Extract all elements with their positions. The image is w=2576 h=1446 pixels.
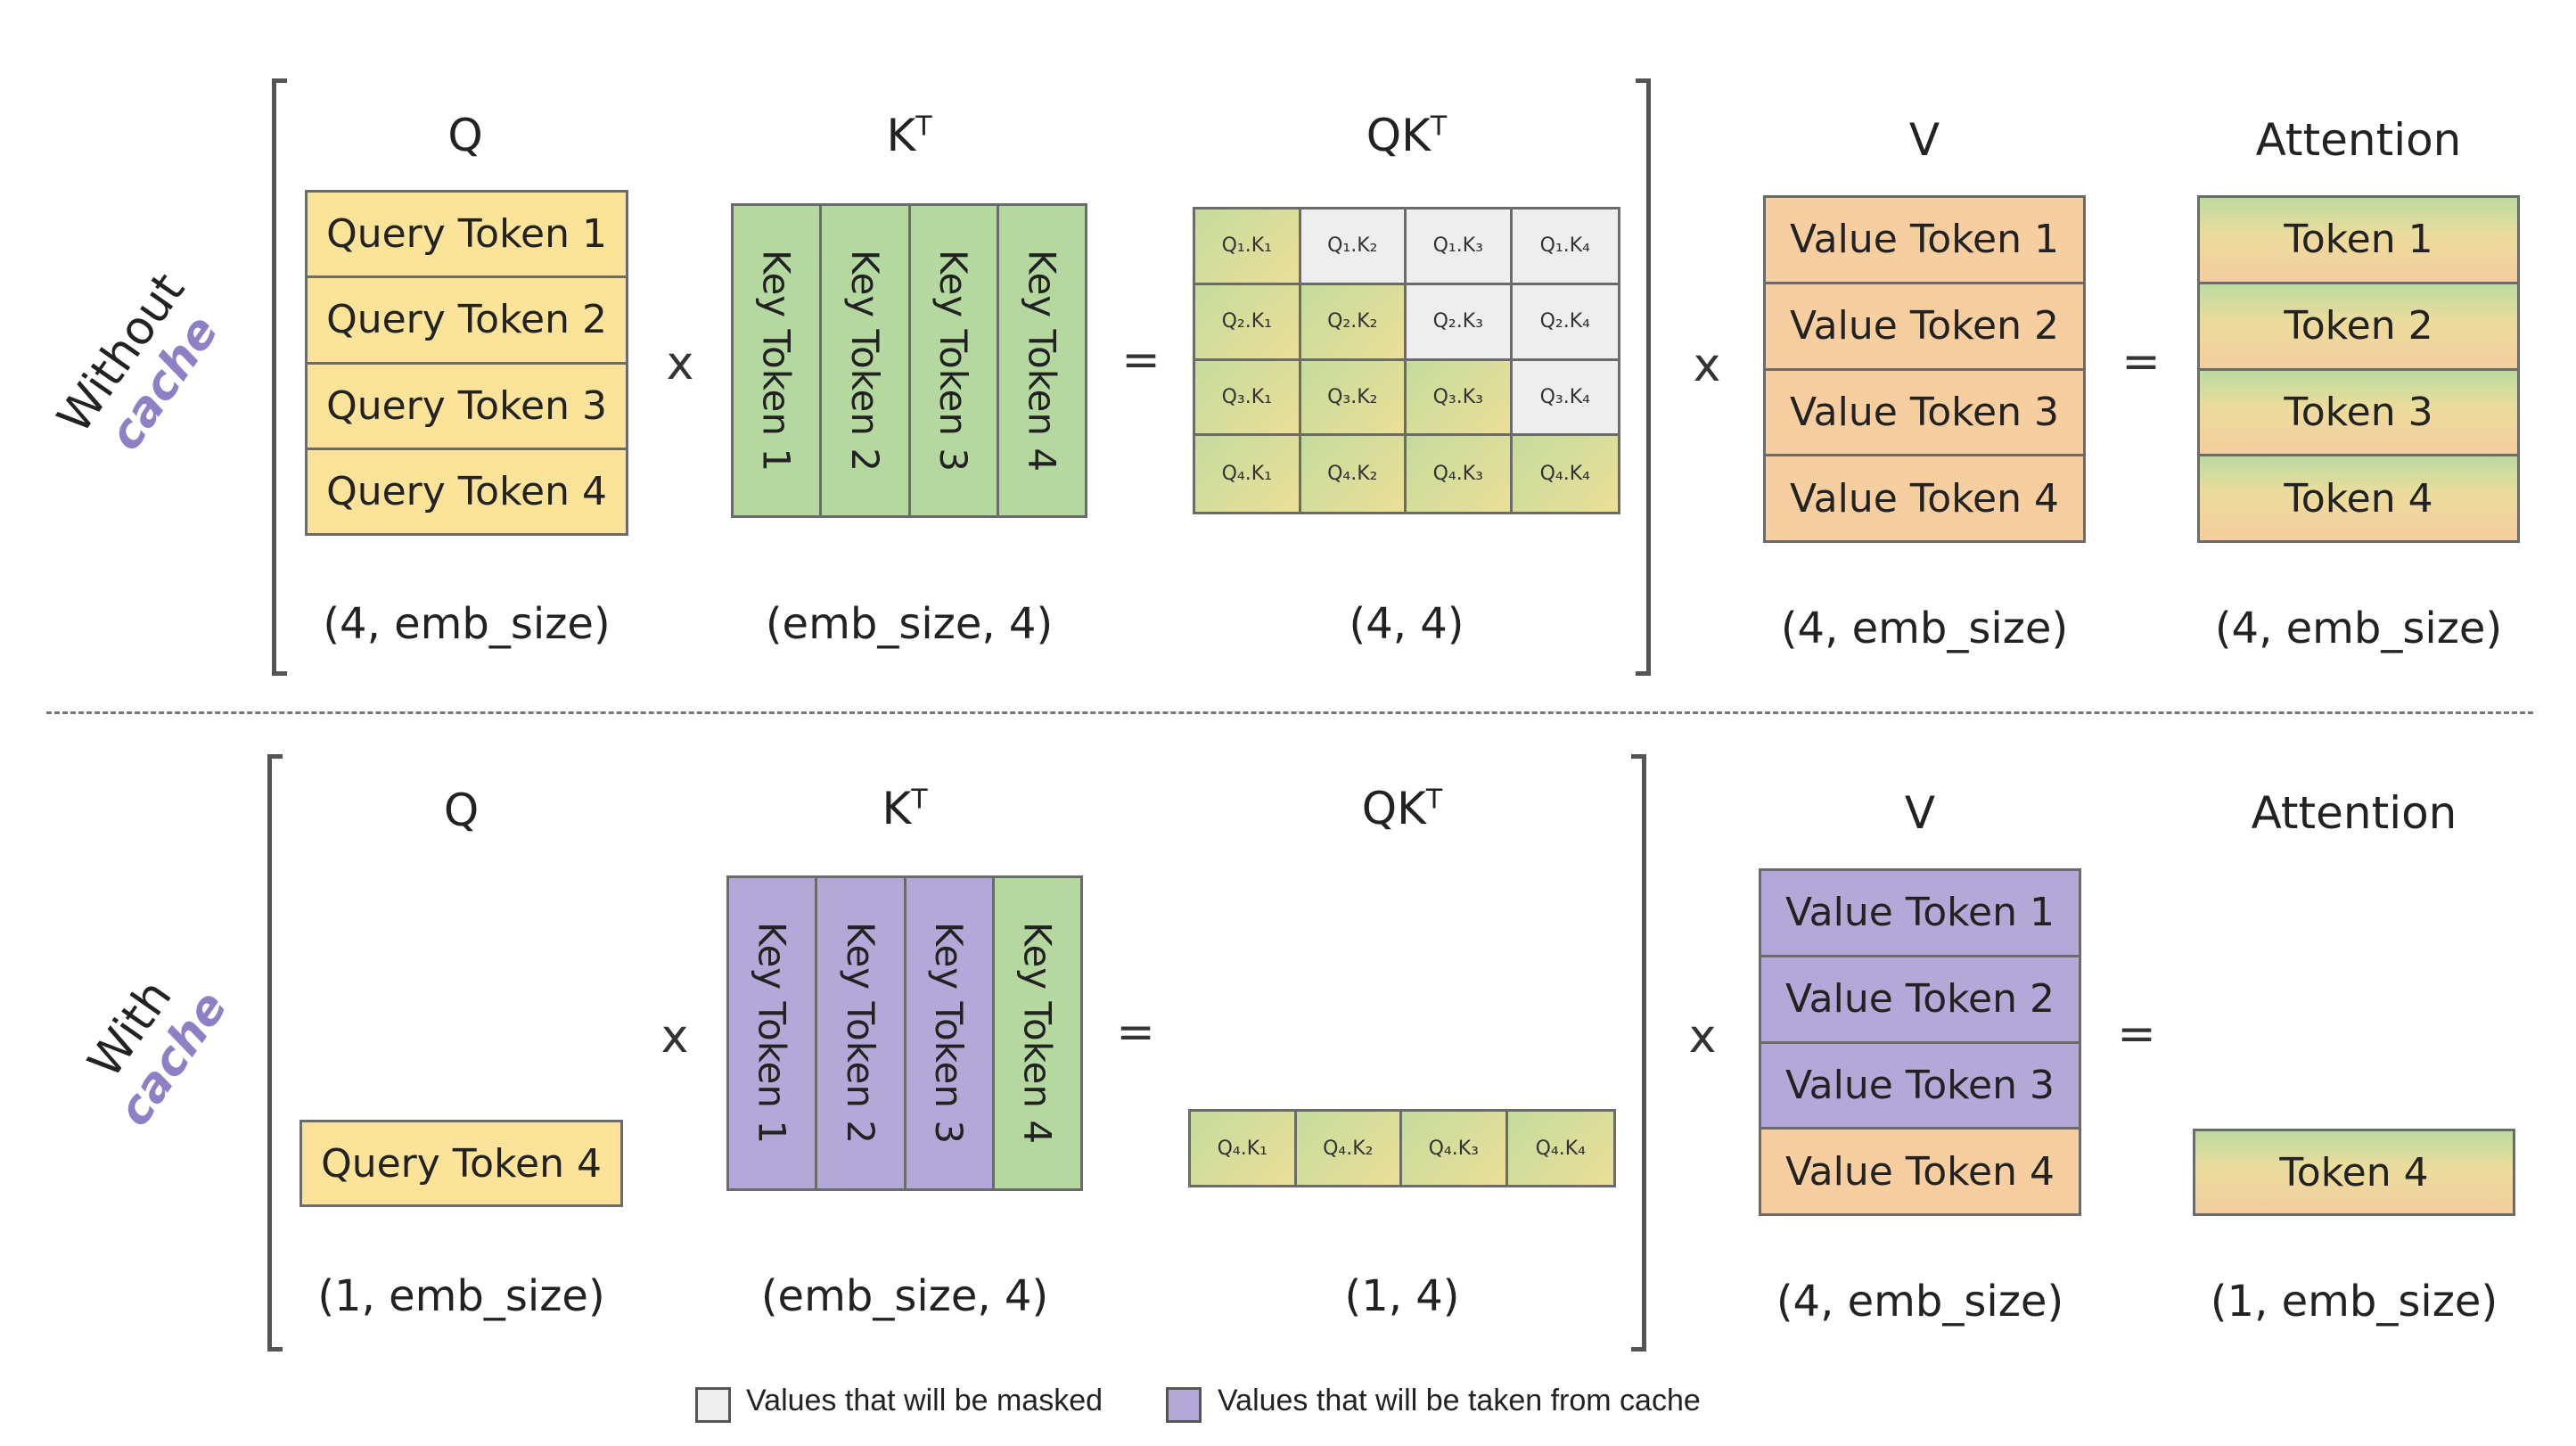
qkt-dim: (4, 4) <box>1349 599 1464 649</box>
attention-token: Token 4 <box>2195 1131 2513 1213</box>
q-label: Q <box>443 785 480 836</box>
v-label: V <box>1904 787 1936 839</box>
qk-cell-masked: Q₁.K₃ <box>1407 210 1513 285</box>
qk-cell: Q₄.K₃ <box>1407 436 1513 512</box>
with-cache-label: With cache <box>78 970 238 1137</box>
times-operator: x <box>1693 339 1721 392</box>
qk-cell-masked: Q₁.K₄ <box>1512 210 1618 285</box>
key-token-cached: Key Token 1 <box>729 878 818 1188</box>
q-matrix: Query Token 4 <box>299 1120 623 1207</box>
equals-operator: = <box>1121 333 1161 387</box>
times-operator: x <box>666 337 694 390</box>
qk-cell: Q₄.K₃ <box>1402 1112 1508 1185</box>
qk-cell-masked: Q₂.K₃ <box>1407 284 1513 361</box>
qkt-label: QKT <box>1361 783 1443 834</box>
value-token: Value Token 2 <box>1766 283 2083 371</box>
qk-cell: Q₄.K₂ <box>1296 1112 1402 1185</box>
legend-cached-text: Values that will be taken from cache <box>1218 1384 1701 1417</box>
attention-token: Token 4 <box>2200 456 2517 540</box>
key-token: Key Token 3 <box>910 206 999 515</box>
attention-token: Token 3 <box>2200 370 2517 457</box>
qk-cell: Q₄.K₄ <box>1512 436 1618 512</box>
kt-matrix: Key Token 1 Key Token 2 Key Token 3 Key … <box>731 203 1087 518</box>
equals-operator: = <box>2117 1007 2156 1061</box>
without-cache-label: Without cache <box>47 263 229 461</box>
section-divider <box>46 711 2533 714</box>
kt-label: KT <box>882 783 928 834</box>
key-token: Key Token 2 <box>822 206 911 515</box>
attention-token: Token 2 <box>2200 283 2517 371</box>
attention-dim: (1, emb_size) <box>2210 1277 2498 1327</box>
right-bracket <box>1631 754 1646 1352</box>
v-dim: (4, emb_size) <box>1780 604 2069 653</box>
v-matrix: Value Token 1 Value Token 2 Value Token … <box>1759 868 2081 1216</box>
attention-matrix: Token 4 <box>2193 1129 2515 1216</box>
q-dim: (4, emb_size) <box>323 599 611 649</box>
left-bracket <box>272 78 287 676</box>
qk-cell-masked: Q₂.K₄ <box>1512 284 1618 361</box>
times-operator: x <box>660 1010 689 1064</box>
qkt-label: QKT <box>1366 110 1448 161</box>
query-token: Query Token 1 <box>308 193 626 279</box>
query-token: Query Token 3 <box>308 364 626 450</box>
q-matrix: Query Token 1 Query Token 2 Query Token … <box>305 190 628 536</box>
kt-dim: (emb_size, 4) <box>765 599 1054 649</box>
attention-token: Token 1 <box>2200 198 2517 284</box>
qk-cell: Q₃.K₂ <box>1300 360 1407 437</box>
kt-matrix: Key Token 1 Key Token 2 Key Token 3 Key … <box>726 875 1083 1191</box>
value-token: Value Token 3 <box>1766 370 2083 457</box>
qk-cell: Q₄.K₂ <box>1300 436 1407 512</box>
legend-cached-swatch <box>1166 1387 1202 1423</box>
value-token: Value Token 4 <box>1766 456 2083 540</box>
qk-cell: Q₃.K₁ <box>1195 360 1301 437</box>
attention-label: Attention <box>2255 114 2462 166</box>
q-dim: (1, emb_size) <box>317 1271 605 1321</box>
query-token: Query Token 4 <box>308 449 626 533</box>
qk-cell: Q₃.K₃ <box>1407 360 1513 437</box>
right-bracket <box>1636 78 1651 676</box>
query-token: Query Token 4 <box>302 1122 620 1204</box>
key-token: Key Token 4 <box>994 878 1080 1188</box>
qk-cell: Q₄.K₄ <box>1507 1112 1613 1185</box>
qk-cell-masked: Q₃.K₄ <box>1512 360 1618 437</box>
key-token-cached: Key Token 3 <box>906 878 995 1188</box>
left-bracket <box>267 754 283 1352</box>
equals-operator: = <box>2121 335 2161 389</box>
attention-matrix: Token 1 Token 2 Token 3 Token 4 <box>2197 195 2520 543</box>
key-token: Key Token 1 <box>734 206 823 515</box>
value-token: Value Token 1 <box>1766 198 2083 284</box>
qkt-matrix: Q₄.K₁ Q₄.K₂ Q₄.K₃ Q₄.K₄ <box>1188 1109 1616 1187</box>
qk-cell: Q₄.K₁ <box>1191 1112 1297 1185</box>
qk-cell-masked: Q₁.K₂ <box>1300 210 1407 285</box>
key-token-cached: Key Token 2 <box>817 878 907 1188</box>
qkt-matrix: Q₁.K₁ Q₁.K₂ Q₁.K₃ Q₁.K₄ Q₂.K₁ Q₂.K₂ Q₂.K… <box>1193 207 1620 514</box>
attention-dim: (4, emb_size) <box>2214 604 2503 653</box>
v-dim: (4, emb_size) <box>1776 1277 2064 1327</box>
kt-dim: (emb_size, 4) <box>760 1271 1049 1321</box>
query-token: Query Token 2 <box>308 278 626 365</box>
value-token-cached: Value Token 1 <box>1761 871 2079 957</box>
kt-label: KT <box>886 110 932 161</box>
q-label: Q <box>447 110 483 161</box>
qkt-dim: (1, 4) <box>1344 1271 1460 1321</box>
legend-masked-swatch <box>695 1387 731 1423</box>
qk-cell: Q₂.K₂ <box>1300 284 1407 361</box>
qk-cell: Q₂.K₁ <box>1195 284 1301 361</box>
value-token-cached: Value Token 2 <box>1761 957 2079 1044</box>
qk-cell: Q₄.K₁ <box>1195 436 1301 512</box>
times-operator: x <box>1688 1010 1717 1064</box>
key-token: Key Token 4 <box>998 206 1085 515</box>
qk-cell: Q₁.K₁ <box>1195 210 1301 285</box>
legend-masked-text: Values that will be masked <box>746 1384 1103 1417</box>
value-token: Value Token 4 <box>1761 1130 2079 1213</box>
equals-operator: = <box>1116 1006 1155 1059</box>
value-token-cached: Value Token 3 <box>1761 1043 2079 1130</box>
v-label: V <box>1908 114 1940 166</box>
attention-label: Attention <box>2251 787 2457 839</box>
v-matrix: Value Token 1 Value Token 2 Value Token … <box>1763 195 2086 543</box>
